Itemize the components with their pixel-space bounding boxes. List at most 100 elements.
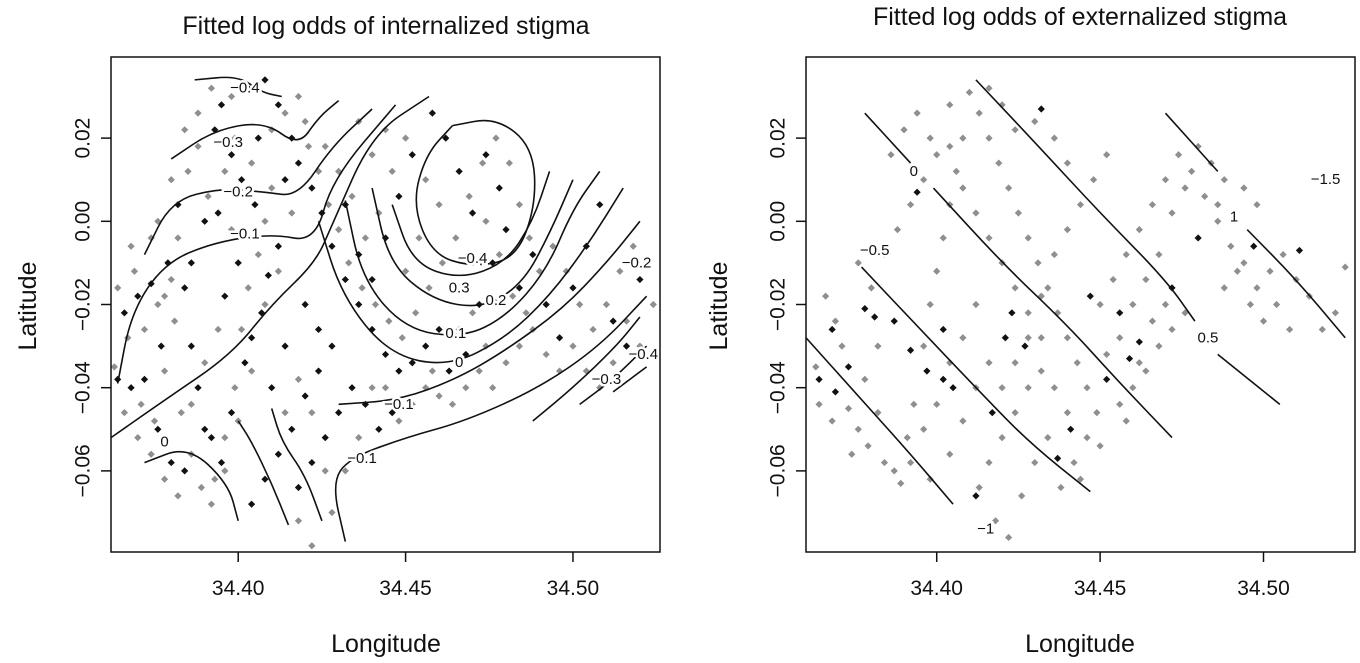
light-point <box>398 334 406 342</box>
dark-point <box>368 325 376 334</box>
contour-label: −0.1 <box>230 225 260 242</box>
dark-point <box>395 367 403 375</box>
light-point <box>522 309 530 317</box>
light-point <box>221 167 229 175</box>
light-point <box>576 300 584 309</box>
light-point <box>194 142 202 151</box>
dark-point <box>435 325 443 334</box>
light-point <box>244 284 252 292</box>
light-point <box>991 517 1000 525</box>
dark-point <box>828 325 836 334</box>
light-point <box>237 325 246 334</box>
light-point <box>137 400 145 408</box>
light-point <box>562 267 570 275</box>
dark-point <box>462 350 470 359</box>
light-point <box>231 134 239 142</box>
light-point <box>1024 384 1032 392</box>
dark-point <box>939 375 947 383</box>
dark-point <box>622 342 631 350</box>
dark-point <box>408 151 416 159</box>
light-point <box>1037 367 1045 375</box>
light-point <box>622 317 631 325</box>
light-point <box>874 409 882 417</box>
light-point <box>903 434 911 442</box>
light-point <box>609 359 617 367</box>
light-point <box>1109 275 1117 284</box>
light-point <box>361 234 370 242</box>
light-point <box>1220 284 1228 292</box>
dark-point <box>268 384 276 392</box>
dark-point <box>890 317 898 325</box>
dark-point <box>207 434 216 442</box>
light-point <box>1148 317 1156 325</box>
dark-point <box>871 313 879 321</box>
dark-point <box>939 325 947 334</box>
light-point <box>861 375 869 383</box>
light-point <box>268 184 276 192</box>
contour-label: −0.4 <box>458 250 488 267</box>
dark-point <box>274 101 282 109</box>
light-point <box>589 325 597 334</box>
contour-label: −1 <box>977 521 994 538</box>
light-point <box>1194 142 1202 151</box>
light-point <box>998 384 1006 392</box>
dark-point <box>381 350 390 359</box>
dark-point <box>247 500 256 508</box>
dark-point <box>341 201 349 209</box>
contour-label: −0.1 <box>384 396 414 413</box>
dark-point <box>468 209 477 217</box>
dark-point <box>636 275 644 284</box>
light-point <box>160 292 169 300</box>
contour-label: 0.2 <box>486 292 507 309</box>
dark-point <box>264 271 272 279</box>
x-tick-label: 34.45 <box>1074 577 1127 600</box>
dark-point <box>321 434 329 442</box>
light-point <box>998 434 1006 442</box>
light-point <box>933 400 941 408</box>
light-point <box>201 359 209 367</box>
dark-point <box>442 134 450 142</box>
light-point <box>965 88 973 96</box>
light-point <box>985 134 993 142</box>
light-point <box>1089 176 1098 184</box>
light-point <box>425 284 433 292</box>
light-point <box>482 217 490 225</box>
contour-line <box>338 220 641 406</box>
light-point <box>288 209 296 217</box>
light-point <box>1031 117 1039 126</box>
light-point <box>1331 309 1339 317</box>
light-point <box>910 400 918 408</box>
dark-point <box>301 392 309 400</box>
light-point <box>959 334 967 342</box>
dark-point <box>221 292 229 300</box>
contour-line <box>864 112 912 164</box>
dark-point <box>355 250 363 259</box>
contour-label: 1 <box>1230 209 1238 226</box>
dark-point <box>1295 246 1304 255</box>
dark-point <box>261 475 269 483</box>
contour-line <box>144 450 239 522</box>
contour-label: −1.5 <box>1311 171 1341 188</box>
dark-point <box>134 292 142 300</box>
light-point <box>124 334 132 342</box>
light-point <box>1135 359 1143 367</box>
light-point <box>509 292 517 300</box>
dark-point <box>328 342 336 350</box>
light-point <box>844 404 853 413</box>
light-point <box>1214 201 1222 209</box>
dark-point <box>187 342 195 350</box>
light-point <box>415 234 423 242</box>
light-point <box>167 275 175 284</box>
y-tick-label: −0.06 <box>72 444 95 497</box>
x-axis-label: Longitude <box>1025 630 1135 658</box>
light-point <box>1272 300 1281 309</box>
dark-point <box>1250 242 1258 250</box>
dark-point <box>542 300 550 309</box>
light-point <box>1181 184 1189 192</box>
x-tick-label: 34.40 <box>212 577 265 600</box>
light-point <box>408 400 416 408</box>
light-point <box>281 409 289 417</box>
light-point <box>1142 367 1150 375</box>
light-point <box>221 467 229 475</box>
light-point <box>388 167 396 175</box>
